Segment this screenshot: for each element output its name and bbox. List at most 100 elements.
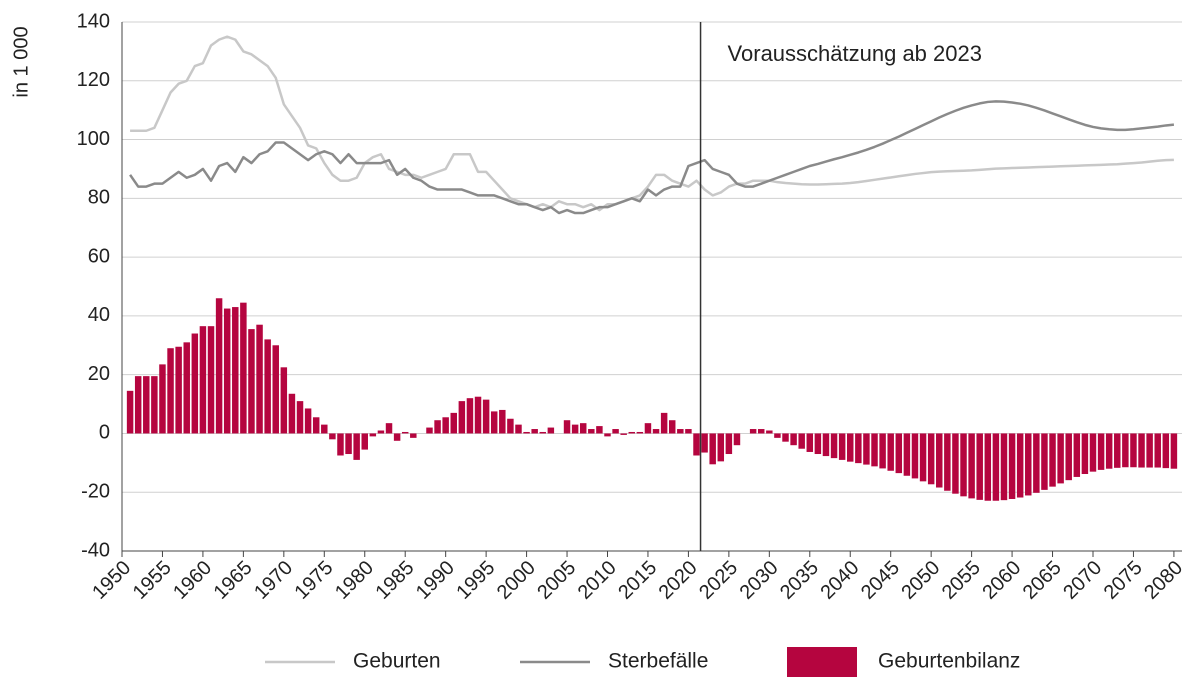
bar — [822, 433, 830, 457]
bar — [579, 423, 587, 434]
bar — [887, 433, 894, 471]
bar — [685, 429, 692, 434]
bar — [604, 433, 611, 437]
bar — [814, 433, 822, 455]
bar — [1033, 433, 1040, 493]
bar — [361, 433, 368, 450]
bar — [126, 390, 134, 434]
bar — [733, 433, 741, 446]
bar — [458, 401, 466, 434]
bar — [143, 376, 150, 434]
bar — [264, 339, 271, 434]
x-tick-label: 2045 — [857, 557, 904, 604]
x-tick-label: 1985 — [371, 557, 418, 604]
bar — [571, 424, 579, 434]
bar — [296, 401, 304, 434]
y-tick-label: 20 — [88, 363, 110, 385]
bar — [159, 364, 166, 434]
bar — [539, 431, 546, 434]
bar — [426, 427, 433, 434]
bar — [976, 433, 983, 500]
bar — [911, 433, 919, 479]
bar — [668, 420, 676, 434]
bar — [806, 433, 814, 452]
bar — [847, 433, 854, 462]
bar — [167, 348, 174, 434]
y-tick-label: 80 — [88, 187, 110, 209]
bar — [175, 346, 182, 434]
bar — [1049, 433, 1056, 487]
x-tick-label: 2060 — [978, 557, 1025, 604]
bar — [1097, 433, 1105, 470]
y-axis-label: in 1 000 — [10, 26, 32, 97]
legend-label: Sterbefälle — [608, 650, 708, 673]
bar — [199, 326, 207, 434]
bar — [240, 302, 247, 434]
x-tick-label: 2025 — [695, 557, 742, 604]
bar — [960, 433, 967, 497]
bar — [256, 324, 263, 434]
bar — [304, 408, 312, 434]
x-tick-label: 2015 — [614, 557, 661, 604]
x-tick-label: 2010 — [574, 557, 621, 604]
bar — [1041, 433, 1048, 490]
bar — [248, 329, 255, 434]
y-tick-label: 60 — [88, 245, 110, 267]
x-tick-label: 2080 — [1140, 557, 1186, 604]
x-tick-label: 1965 — [210, 557, 257, 604]
x-tick-label: 2000 — [493, 557, 540, 604]
bar — [863, 433, 870, 465]
bar — [393, 433, 401, 441]
y-tick-label: 100 — [77, 128, 110, 150]
bar — [353, 433, 360, 460]
line — [130, 35, 1174, 212]
bar — [482, 399, 490, 434]
bar — [652, 429, 660, 434]
bar — [855, 433, 862, 464]
bar — [1073, 433, 1081, 477]
bar — [677, 429, 684, 434]
y-tick-label: -20 — [81, 481, 110, 503]
bar — [1162, 433, 1170, 469]
bar — [563, 420, 571, 434]
bar — [280, 367, 288, 434]
y-tick-label: -40 — [81, 539, 110, 561]
bar — [531, 429, 538, 434]
bar — [1154, 433, 1161, 468]
bar — [693, 433, 700, 456]
bar — [749, 429, 757, 434]
x-tick-label: 1995 — [452, 557, 499, 604]
bar — [830, 433, 838, 459]
bar — [547, 427, 555, 434]
bar — [223, 308, 231, 434]
bar — [798, 433, 805, 449]
x-tick-label: 1955 — [129, 557, 176, 604]
y-tick-label: 120 — [77, 69, 110, 91]
bar — [1065, 433, 1072, 481]
bar — [151, 376, 158, 434]
bar — [1105, 433, 1113, 469]
bar — [385, 423, 393, 434]
x-tick-label: 1970 — [250, 557, 297, 604]
bar — [410, 433, 417, 438]
bar — [952, 433, 959, 494]
bar — [1008, 433, 1016, 499]
y-tick-label: 140 — [77, 10, 110, 32]
bar — [717, 433, 725, 462]
bar — [758, 429, 765, 434]
bar — [782, 433, 789, 442]
bar — [191, 333, 199, 434]
bar — [401, 431, 409, 434]
bar — [1081, 433, 1089, 475]
x-tick-label: 2070 — [1059, 557, 1106, 604]
bar — [329, 433, 336, 440]
bar — [628, 431, 636, 434]
bar — [596, 426, 603, 434]
bar — [992, 433, 1000, 501]
bar — [1089, 433, 1097, 472]
bar — [377, 430, 385, 434]
y-tick-label: 40 — [88, 304, 110, 326]
x-tick-label: 2005 — [533, 557, 580, 604]
bar — [1025, 433, 1032, 496]
bar — [207, 326, 215, 434]
